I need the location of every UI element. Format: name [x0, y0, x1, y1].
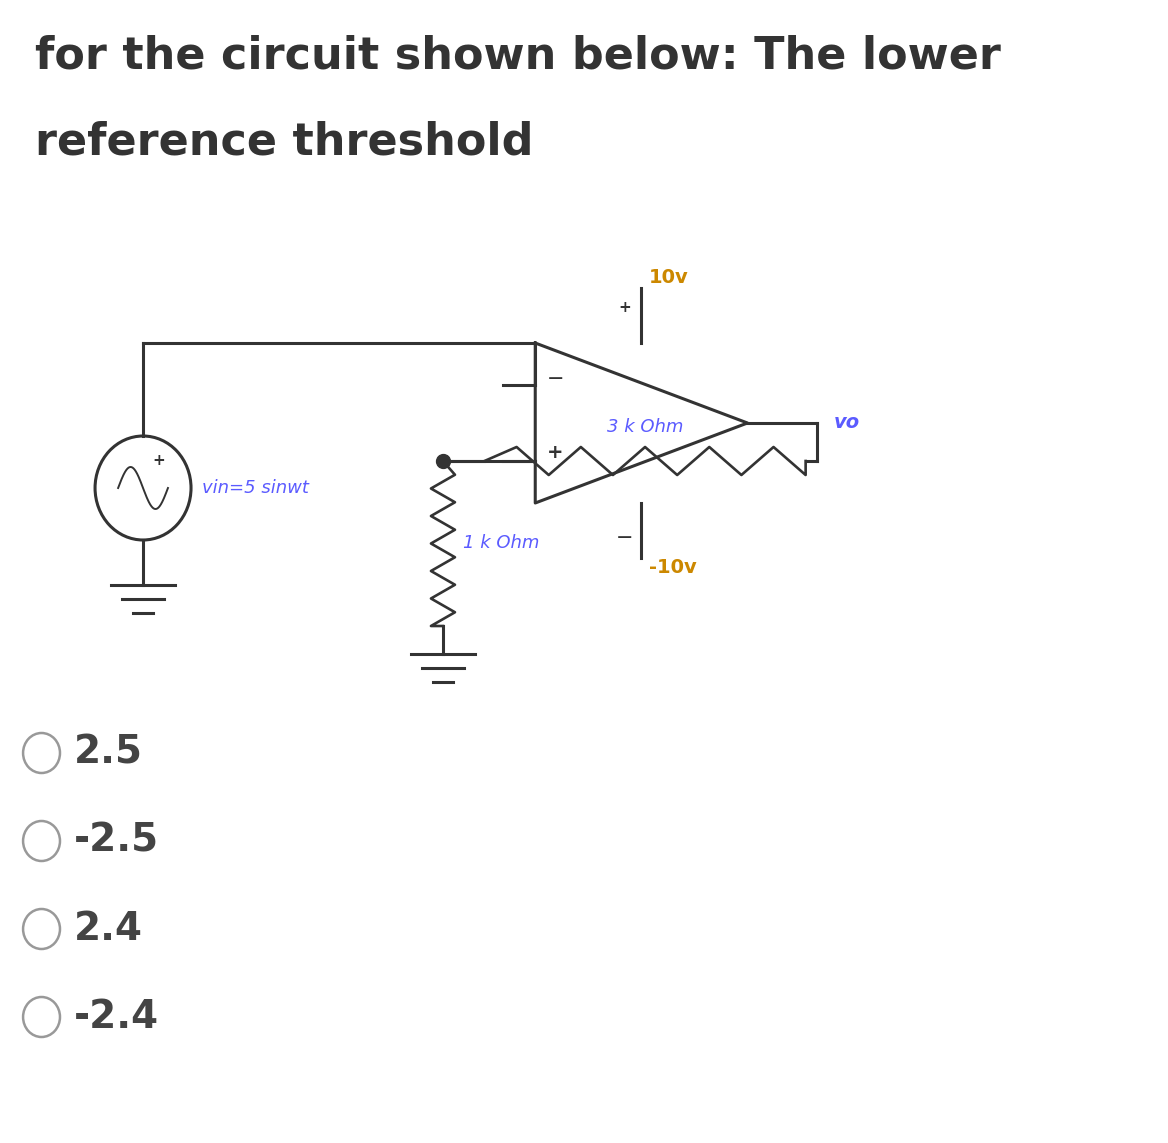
- Text: 2.5: 2.5: [74, 734, 142, 772]
- Text: 10v: 10v: [648, 269, 688, 288]
- Text: +: +: [618, 301, 631, 315]
- Text: 3 k Ohm: 3 k Ohm: [607, 418, 683, 435]
- Text: -2.4: -2.4: [74, 998, 159, 1036]
- Text: vin=5 sinwt: vin=5 sinwt: [202, 479, 310, 497]
- Text: -10v: -10v: [648, 559, 696, 577]
- Text: 1 k Ohm: 1 k Ohm: [464, 535, 540, 552]
- Text: +: +: [152, 454, 165, 469]
- Text: vo: vo: [833, 414, 860, 432]
- Text: 2.4: 2.4: [74, 910, 142, 948]
- Text: for the circuit shown below: The lower: for the circuit shown below: The lower: [35, 35, 1001, 78]
- Text: −: −: [547, 369, 564, 389]
- Text: -2.5: -2.5: [74, 822, 159, 860]
- Text: +: +: [548, 443, 564, 463]
- Text: −: −: [616, 528, 633, 547]
- Text: reference threshold: reference threshold: [35, 121, 534, 163]
